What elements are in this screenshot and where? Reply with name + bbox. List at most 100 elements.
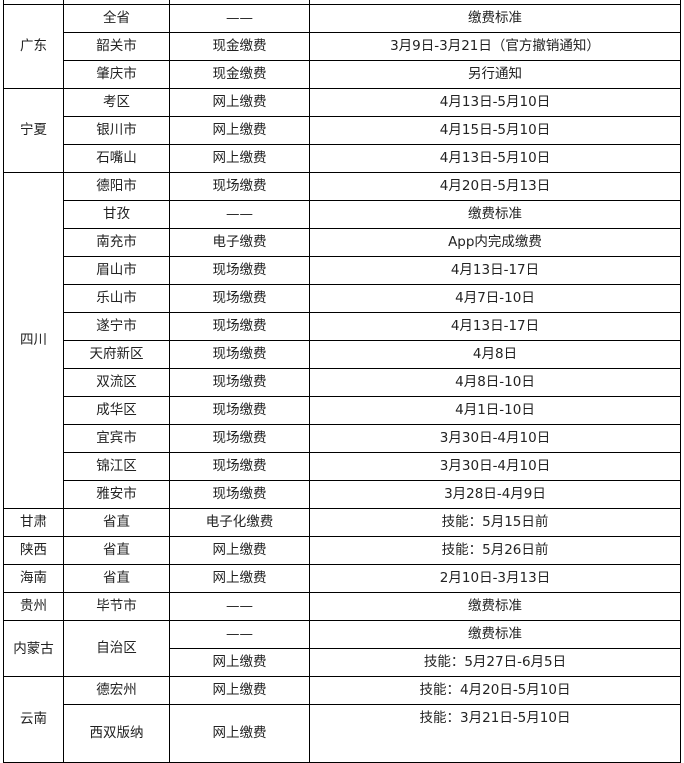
- method-cell: ——: [169, 200, 310, 229]
- method-cell: 现场缴费: [169, 172, 310, 201]
- method-cell: 网上缴费: [169, 88, 310, 117]
- table-row: 网上缴费 技能：5月27日-6月5日: [4, 648, 681, 677]
- time-cell: 缴费标准: [309, 200, 681, 229]
- city-cell: 省直: [63, 508, 170, 537]
- table-row: 四川 德阳市 现场缴费 4月20日-5月13日: [3, 172, 681, 509]
- table-row: 陕西 省直 网上缴费 技能：5月26日前: [3, 536, 681, 565]
- method-cell: 网上缴费: [169, 116, 310, 145]
- province-cell: 海南: [3, 564, 64, 593]
- method-cell: 电子化缴费: [169, 508, 310, 537]
- time-cell: 3月30日-4月10日: [309, 424, 681, 453]
- method-cell: 现场缴费: [169, 312, 310, 341]
- method-cell: 现场缴费: [169, 480, 310, 509]
- table-row: 南充市 电子缴费 App内完成缴费: [4, 228, 681, 257]
- city-cell: 省直: [63, 536, 170, 565]
- table-row: 石嘴山 网上缴费 4月13日-5月10日: [4, 144, 681, 173]
- table-row: 韶关市 现金缴费 3月9日-3月21日（官方撤销通知）: [4, 32, 681, 61]
- table-row: 眉山市 现场缴费 4月13日-17日: [4, 256, 681, 285]
- table-row: 宜宾市 现场缴费 3月30日-4月10日: [4, 424, 681, 453]
- city-cell: 双流区: [63, 368, 170, 397]
- method-cell: 现金缴费: [169, 32, 310, 61]
- table-row: 西双版纳 网上缴费 技能：3月21日-5月10日: [4, 704, 681, 763]
- city-cell: 雅安市: [63, 480, 170, 509]
- time-cell: 技能：4月20日-5月10日: [309, 676, 681, 705]
- table-row: 海南 省直 网上缴费 2月10日-3月13日: [3, 564, 681, 593]
- time-cell: 技能：3月21日-5月10日: [309, 704, 681, 763]
- city-cell: 眉山市: [63, 256, 170, 285]
- time-cell: 2月10日-3月13日: [309, 564, 681, 593]
- method-cell: 现场缴费: [169, 452, 310, 481]
- table-row: 遂宁市 现场缴费 4月13日-17日: [4, 312, 681, 341]
- method-cell: 现场缴费: [169, 340, 310, 369]
- time-cell: 4月13日-5月10日: [309, 88, 681, 117]
- city-cell: 肇庆市: [63, 60, 170, 89]
- province-cell: 贵州: [3, 592, 64, 621]
- table-row: 锦江区 现场缴费 3月30日-4月10日: [4, 452, 681, 481]
- province-cell: 四川: [3, 172, 64, 509]
- method-cell: 网上缴费: [169, 676, 310, 705]
- time-cell: 技能：5月27日-6月5日: [309, 648, 681, 677]
- time-cell: 4月8日-10日: [309, 368, 681, 397]
- time-cell: 技能：5月15日前: [309, 508, 681, 537]
- time-cell: 缴费标准: [309, 4, 681, 33]
- city-cell: 德宏州: [63, 676, 170, 705]
- time-cell: 4月13日-17日: [309, 256, 681, 285]
- time-cell: 4月13日-17日: [309, 312, 681, 341]
- method-cell: ——: [169, 620, 310, 649]
- time-cell: 3月9日-3月21日（官方撤销通知）: [309, 32, 681, 61]
- time-cell: 另行通知: [309, 60, 681, 89]
- method-cell: 现场缴费: [169, 284, 310, 313]
- method-cell: ——: [169, 592, 310, 621]
- table-row: 宁夏 考区 网上缴费 4月13日-5月10日: [3, 88, 681, 173]
- city-cell: 省直: [63, 564, 170, 593]
- city-cell: 乐山市: [63, 284, 170, 313]
- table-row: 贵州 毕节市 —— 缴费标准: [3, 592, 681, 621]
- time-cell: 缴费标准: [309, 620, 681, 649]
- method-cell: 现场缴费: [169, 368, 310, 397]
- table-row: 天府新区 现场缴费 4月8日: [4, 340, 681, 369]
- table-row: 肇庆市 现金缴费 另行通知: [4, 60, 681, 89]
- province-cell: 内蒙古: [3, 620, 64, 677]
- province-cell: 甘肃: [3, 508, 64, 537]
- table-row: 内蒙古 自治区 —— 缴费标准: [3, 620, 681, 677]
- time-cell: 技能：5月26日前: [309, 536, 681, 565]
- table-row: 甘孜 —— 缴费标准: [4, 200, 681, 229]
- time-cell: 3月30日-4月10日: [309, 452, 681, 481]
- time-cell: 4月1日-10日: [309, 396, 681, 425]
- time-cell: 4月13日-5月10日: [309, 144, 681, 173]
- city-cell: 宜宾市: [63, 424, 170, 453]
- table-row: 双流区 现场缴费 4月8日-10日: [4, 368, 681, 397]
- city-cell: 西双版纳: [63, 704, 170, 763]
- method-cell: ——: [169, 4, 310, 33]
- method-cell: 网上缴费: [169, 564, 310, 593]
- city-cell: 甘孜: [63, 200, 170, 229]
- table-row: 广东 全省 —— 缴费标准: [3, 4, 681, 89]
- city-cell: 全省: [63, 4, 170, 33]
- method-cell: 网上缴费: [169, 704, 310, 763]
- city-cell: 天府新区: [63, 340, 170, 369]
- city-cell: 自治区: [63, 620, 170, 677]
- time-cell: 4月20日-5月13日: [309, 172, 681, 201]
- table-row: 成华区 现场缴费 4月1日-10日: [4, 396, 681, 425]
- table-row: 云南 德宏州 网上缴费 技能：4月20日-5月10日: [3, 676, 681, 763]
- province-cell: 广东: [3, 4, 64, 89]
- method-cell: 现金缴费: [169, 60, 310, 89]
- method-cell: 网上缴费: [169, 536, 310, 565]
- city-cell: 石嘴山: [63, 144, 170, 173]
- time-cell: 4月15日-5月10日: [309, 116, 681, 145]
- method-cell: 电子缴费: [169, 228, 310, 257]
- method-cell: 现场缴费: [169, 396, 310, 425]
- time-cell: 缴费标准: [309, 592, 681, 621]
- time-cell: 4月7日-10日: [309, 284, 681, 313]
- method-cell: 网上缴费: [169, 144, 310, 173]
- city-cell: 德阳市: [63, 172, 170, 201]
- time-cell: 4月8日: [309, 340, 681, 369]
- table-row: 雅安市 现场缴费 3月28日-4月9日: [4, 480, 681, 509]
- time-cell: App内完成缴费: [309, 228, 681, 257]
- city-cell: 南充市: [63, 228, 170, 257]
- city-cell: 毕节市: [63, 592, 170, 621]
- method-cell: 网上缴费: [169, 648, 310, 677]
- city-cell: 银川市: [63, 116, 170, 145]
- province-cell: 云南: [3, 676, 64, 763]
- table-row: 银川市 网上缴费 4月15日-5月10日: [4, 116, 681, 145]
